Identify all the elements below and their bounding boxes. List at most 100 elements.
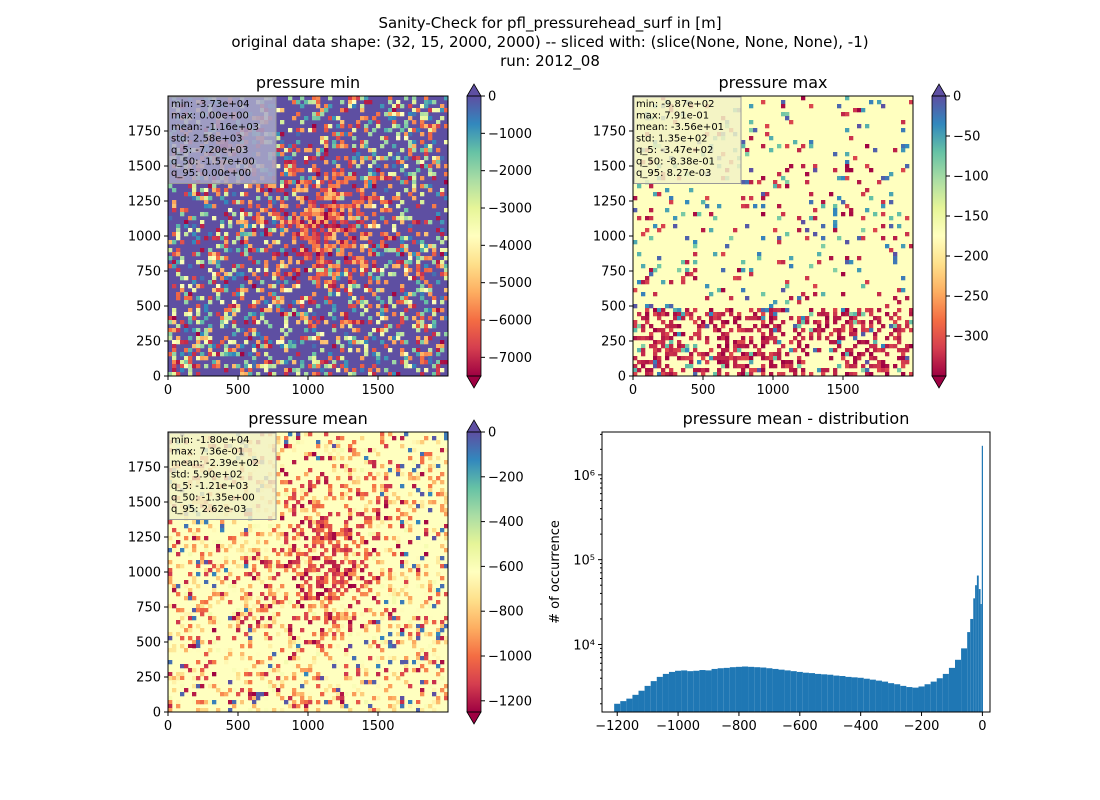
map-cell — [220, 692, 225, 697]
map-cell — [264, 308, 269, 313]
map-cell — [224, 568, 229, 573]
map-cell — [436, 368, 441, 373]
map-cell — [224, 312, 229, 317]
map-cell — [340, 364, 345, 369]
map-cell — [200, 672, 205, 677]
map-cell — [376, 472, 381, 477]
map-cell — [212, 288, 217, 293]
map-cell — [745, 152, 750, 157]
histogram-bar — [650, 681, 657, 712]
map-cell — [693, 308, 698, 313]
map-cell — [392, 436, 397, 441]
map-cell — [841, 112, 846, 117]
map-cell — [308, 364, 313, 369]
map-cell — [324, 128, 329, 133]
map-cell — [344, 180, 349, 185]
map-cell — [360, 356, 365, 361]
map-cell — [741, 196, 746, 201]
map-cell — [292, 656, 297, 661]
map-cell — [332, 316, 337, 321]
map-cell — [384, 304, 389, 309]
map-cell — [392, 112, 397, 117]
map-cell — [388, 616, 393, 621]
map-cell — [857, 312, 862, 317]
map-cell — [685, 200, 690, 205]
map-cell — [424, 244, 429, 249]
map-cell — [256, 708, 261, 713]
map-cell — [404, 656, 409, 661]
stats-line: std: 2.58e+03 — [171, 134, 243, 145]
map-cell — [428, 288, 433, 293]
map-cell — [332, 160, 337, 165]
map-cell — [408, 216, 413, 221]
map-cell — [797, 364, 802, 369]
map-cell — [388, 660, 393, 665]
map-cell — [340, 464, 345, 469]
map-cell — [272, 668, 277, 673]
map-cell — [304, 160, 309, 165]
map-cell — [444, 208, 449, 213]
map-cell — [180, 676, 185, 681]
map-cell — [300, 532, 305, 537]
map-cell — [689, 336, 694, 341]
map-cell — [228, 584, 233, 589]
map-cell — [344, 588, 349, 593]
map-cell — [184, 544, 189, 549]
map-cell — [416, 108, 421, 113]
map-cell — [212, 252, 217, 257]
map-cell — [228, 544, 233, 549]
map-cell — [308, 700, 313, 705]
map-cell — [388, 184, 393, 189]
map-cell — [400, 552, 405, 557]
map-cell — [240, 284, 245, 289]
map-cell — [260, 208, 265, 213]
map-cell — [372, 180, 377, 185]
map-cell — [332, 168, 337, 173]
map-cell — [769, 328, 774, 333]
map-cell — [272, 612, 277, 617]
map-cell — [769, 148, 774, 153]
map-cell — [300, 576, 305, 581]
map-cell — [424, 572, 429, 577]
map-cell — [789, 164, 794, 169]
map-cell — [352, 304, 357, 309]
map-cell — [384, 600, 389, 605]
map-cell — [893, 364, 898, 369]
map-cell — [352, 204, 357, 209]
map-cell — [344, 220, 349, 225]
map-cell — [793, 336, 798, 341]
map-cell — [236, 308, 241, 313]
map-cell — [392, 644, 397, 649]
map-cell — [268, 228, 273, 233]
map-cell — [344, 260, 349, 265]
map-cell — [324, 612, 329, 617]
map-cell — [252, 260, 257, 265]
map-cell — [837, 316, 842, 321]
map-cell — [404, 268, 409, 273]
map-cell — [428, 244, 433, 249]
map-cell — [392, 500, 397, 505]
y-tick-label: 10⁵ — [573, 554, 595, 569]
map-cell — [905, 144, 910, 149]
map-cell — [292, 496, 297, 501]
map-cell — [412, 484, 417, 489]
map-cell — [681, 348, 686, 353]
map-cell — [380, 492, 385, 497]
map-cell — [661, 344, 666, 349]
x-tick-label: −1000 — [656, 719, 700, 734]
map-cell — [641, 292, 646, 297]
map-cell — [208, 560, 213, 565]
map-cell — [320, 644, 325, 649]
map-cell — [256, 364, 261, 369]
map-cell — [881, 104, 886, 109]
map-cell — [761, 352, 766, 357]
map-cell — [400, 300, 405, 305]
map-cell — [332, 280, 337, 285]
map-cell — [176, 584, 181, 589]
map-cell — [268, 360, 273, 365]
map-cell — [240, 544, 245, 549]
map-cell — [340, 140, 345, 145]
map-cell — [292, 700, 297, 705]
map-cell — [308, 480, 313, 485]
map-cell — [216, 284, 221, 289]
